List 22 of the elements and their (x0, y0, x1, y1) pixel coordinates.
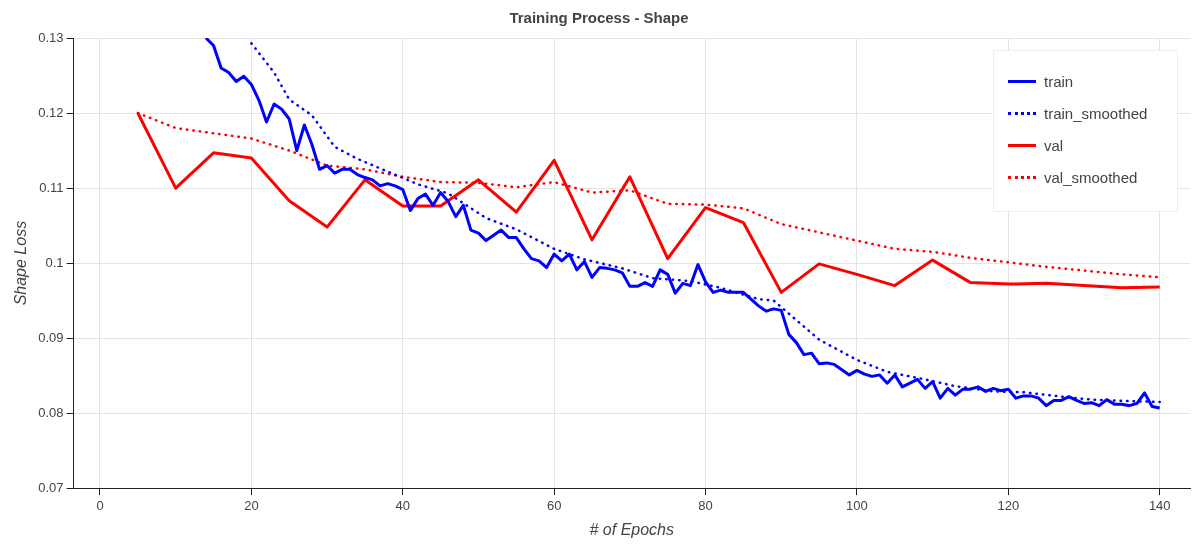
x-tick-label: 0 (96, 497, 104, 513)
y-tick-label: 0.07 (38, 479, 64, 495)
y-tick-label: 0.09 (38, 329, 64, 345)
x-tick-label: 100 (846, 497, 868, 513)
legend-label: val (1044, 136, 1064, 154)
x-axis-title: # of Epochs (589, 520, 674, 538)
x-tick-label: 140 (1148, 497, 1171, 513)
chart-title: Training Process - Shape (509, 9, 689, 27)
legend-label: val_smoothed (1044, 168, 1138, 186)
x-tick-label: 120 (997, 497, 1020, 513)
legend-label: train_smoothed (1044, 104, 1148, 122)
y-tick-label: 0.1 (45, 254, 64, 270)
legend-label: train (1044, 72, 1074, 90)
y-tick-label: 0.11 (39, 179, 64, 195)
x-tick-label: 60 (546, 497, 562, 513)
y-axis-title: Shape Loss (12, 220, 30, 306)
x-tick-label: 80 (698, 497, 713, 513)
y-tick-label: 0.12 (38, 104, 64, 120)
y-tick-label: 0.13 (38, 29, 64, 45)
y-tick-label: 0.08 (38, 404, 64, 420)
x-tick-label: 40 (395, 497, 411, 513)
x-tick-label: 20 (244, 497, 259, 513)
